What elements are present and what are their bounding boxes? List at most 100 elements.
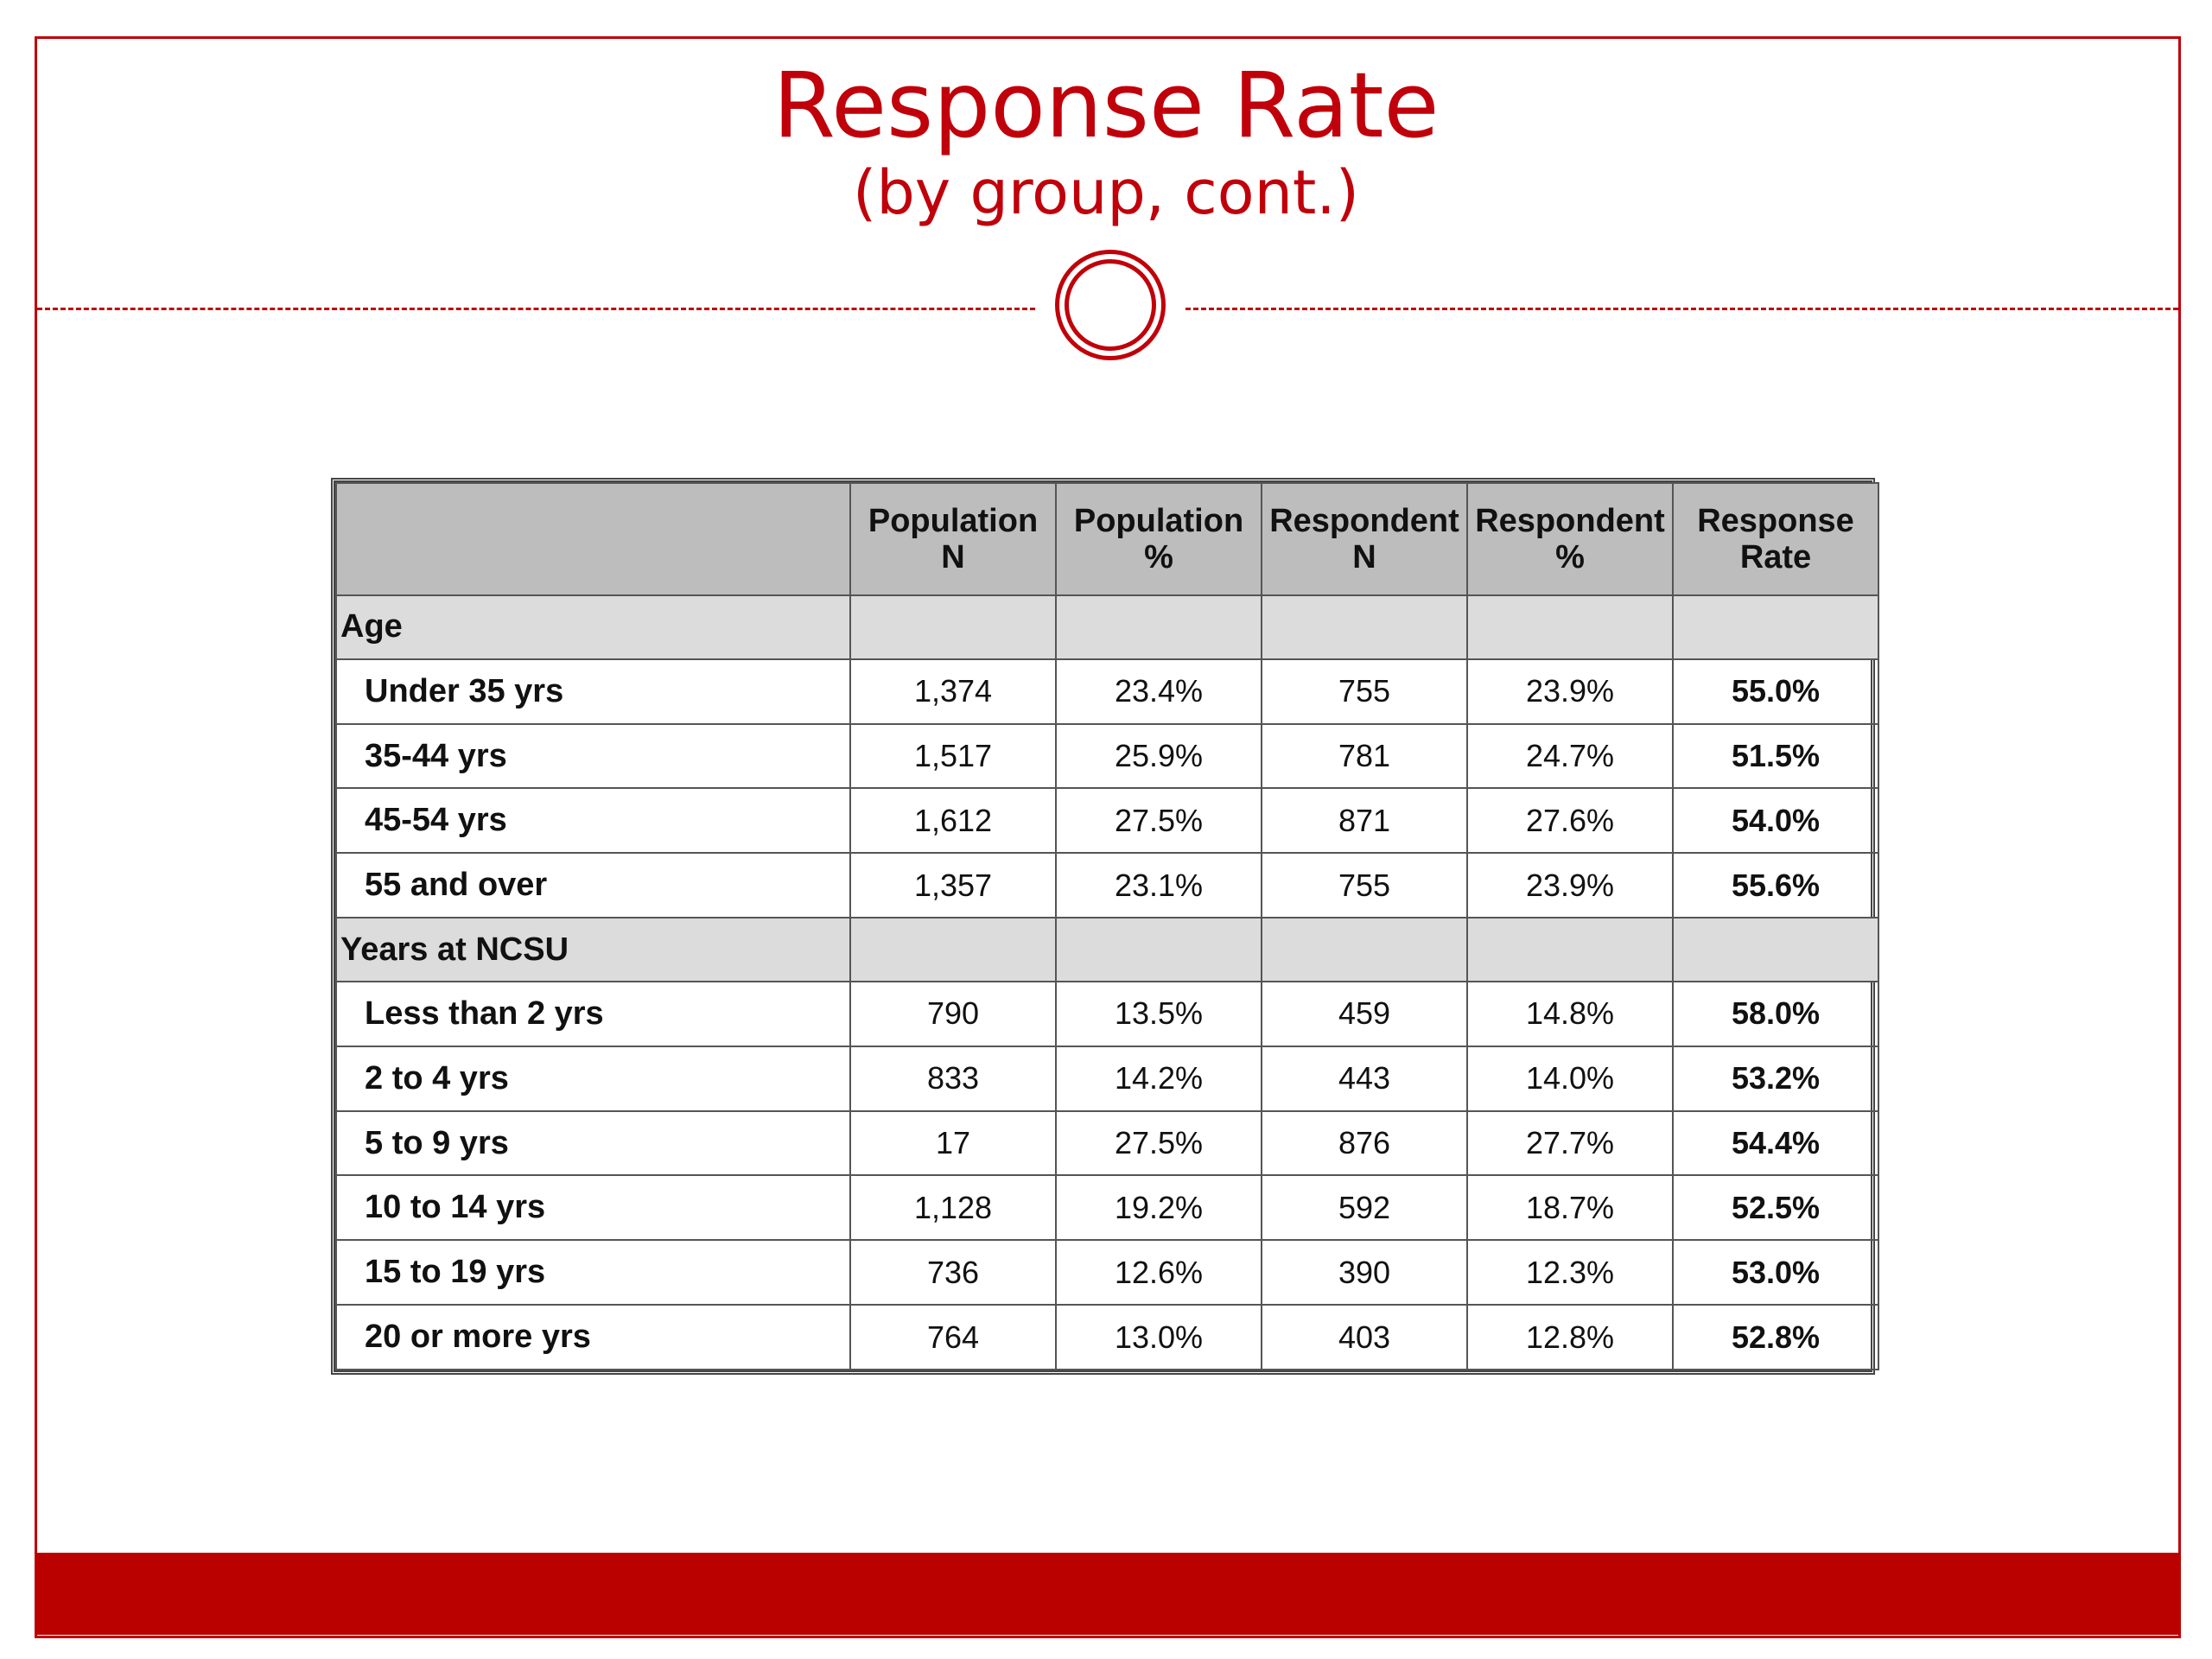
cell-pop-pct: 14.2% — [1055, 1045, 1262, 1112]
table-row: 55 and over 1,357 23.1% 755 23.9% 55.6% — [335, 852, 1879, 919]
cell-pop-n: 17 — [849, 1109, 1057, 1177]
cell-rate: 53.0% — [1672, 1239, 1879, 1306]
table-row: 5 to 9 yrs 17 27.5% 876 27.7% 54.4% — [335, 1109, 1879, 1177]
row-label: 15 to 19 yrs — [335, 1239, 851, 1306]
cell-resp-n: 459 — [1261, 980, 1468, 1047]
cell-rate: 58.0% — [1672, 980, 1879, 1047]
cell-resp-n: 403 — [1261, 1304, 1468, 1370]
header-cell-respondent-n: Respondent N — [1261, 482, 1468, 596]
table-row: 45-54 yrs 1,612 27.5% 871 27.6% 54.0% — [335, 787, 1879, 855]
header-line1: Response — [1697, 503, 1854, 539]
group-empty-cell — [1055, 917, 1262, 982]
row-label: Less than 2 yrs — [335, 980, 851, 1047]
table-row: 15 to 19 yrs 736 12.6% 390 12.3% 53.0% — [335, 1239, 1879, 1306]
cell-rate: 51.5% — [1672, 722, 1879, 790]
cell-rate: 54.0% — [1672, 787, 1879, 855]
cell-resp-n: 781 — [1261, 722, 1468, 790]
header-line1: Population — [868, 503, 1039, 539]
cell-resp-pct: 14.8% — [1466, 980, 1674, 1047]
cell-resp-pct: 12.8% — [1466, 1304, 1674, 1370]
table-body: Age Under 35 yrs 1,374 23.4% 755 23.9% 55.0% 35… — [335, 594, 1879, 1370]
cell-rate: 55.0% — [1672, 658, 1879, 725]
cell-rate: 54.4% — [1672, 1109, 1879, 1177]
cell-resp-n: 592 — [1261, 1174, 1468, 1242]
header-line2: N — [1352, 539, 1376, 575]
cell-resp-pct: 24.7% — [1466, 722, 1674, 790]
cell-pop-pct: 12.6% — [1055, 1239, 1262, 1306]
group-empty-cell — [1466, 917, 1674, 982]
cell-pop-pct: 13.0% — [1055, 1304, 1262, 1370]
cell-resp-pct: 27.6% — [1466, 787, 1674, 855]
row-label: Under 35 yrs — [335, 658, 851, 725]
header-line2: N — [941, 539, 965, 575]
cell-resp-n: 876 — [1261, 1109, 1468, 1177]
cell-resp-n: 390 — [1261, 1239, 1468, 1306]
cell-pop-pct: 27.5% — [1055, 787, 1262, 855]
header-line2: Rate — [1739, 539, 1812, 575]
cell-pop-n: 1,128 — [849, 1174, 1057, 1242]
cell-rate: 52.5% — [1672, 1174, 1879, 1242]
footer-bar — [35, 1553, 2181, 1635]
header-line1: Respondent — [1269, 503, 1459, 539]
cell-resp-pct: 27.7% — [1466, 1109, 1674, 1177]
group-empty-cell — [1466, 594, 1674, 660]
cell-pop-n: 736 — [849, 1239, 1057, 1306]
table-row: 20 or more yrs 764 13.0% 403 12.8% 52.8% — [335, 1304, 1879, 1370]
cell-rate: 55.6% — [1672, 852, 1879, 919]
cell-pop-pct: 19.2% — [1055, 1174, 1262, 1242]
cell-resp-n: 755 — [1261, 658, 1468, 725]
cell-rate: 52.8% — [1672, 1304, 1879, 1370]
header-cell-population-pct: Population % — [1055, 482, 1262, 596]
cell-resp-pct: 23.9% — [1466, 658, 1674, 725]
cell-pop-n: 1,357 — [849, 852, 1057, 919]
cell-pop-n: 764 — [849, 1304, 1057, 1370]
header-line1: Population — [1073, 503, 1244, 539]
cell-resp-pct: 14.0% — [1466, 1045, 1674, 1112]
group-empty-cell — [1261, 917, 1468, 982]
group-empty-cell — [849, 594, 1057, 660]
circle-ornament-icon — [1055, 250, 1166, 360]
group-row: Years at NCSU — [335, 917, 1879, 982]
header-cell-respondent-pct: Respondent % — [1466, 482, 1674, 596]
header-cell-population-n: Population N — [849, 482, 1057, 596]
dashed-divider-left — [37, 308, 1035, 310]
cell-pop-n: 1,612 — [849, 787, 1057, 855]
group-empty-cell — [1672, 594, 1879, 660]
cell-pop-pct: 25.9% — [1055, 722, 1262, 790]
table-row: 10 to 14 yrs 1,128 19.2% 592 18.7% 52.5% — [335, 1174, 1879, 1242]
group-row: Age — [335, 594, 1879, 660]
group-empty-cell — [849, 917, 1057, 982]
group-empty-cell — [1055, 594, 1262, 660]
cell-resp-n: 755 — [1261, 852, 1468, 919]
group-label: Age — [335, 594, 851, 660]
cell-pop-pct: 27.5% — [1055, 1109, 1262, 1177]
header-cell-label — [335, 482, 851, 596]
cell-pop-n: 790 — [849, 980, 1057, 1047]
cell-pop-n: 833 — [849, 1045, 1057, 1112]
cell-pop-n: 1,374 — [849, 658, 1057, 725]
cell-pop-pct: 13.5% — [1055, 980, 1262, 1047]
row-label: 10 to 14 yrs — [335, 1174, 851, 1242]
row-label: 2 to 4 yrs — [335, 1045, 851, 1112]
table-row: 2 to 4 yrs 833 14.2% 443 14.0% 53.2% — [335, 1045, 1879, 1112]
cell-pop-n: 1,517 — [849, 722, 1057, 790]
row-label: 45-54 yrs — [335, 787, 851, 855]
row-label: 55 and over — [335, 852, 851, 919]
row-label: 35-44 yrs — [335, 722, 851, 790]
table-row: Less than 2 yrs 790 13.5% 459 14.8% 58.0% — [335, 980, 1879, 1047]
row-label: 5 to 9 yrs — [335, 1109, 851, 1177]
slide-title: Response Rate — [772, 53, 1440, 158]
header-line1: Respondent — [1475, 503, 1665, 539]
header-line2: % — [1144, 539, 1173, 575]
table-header-row: Population N Population % Respondent N R… — [335, 482, 1879, 596]
response-rate-table: Population N Population % Respondent N R… — [331, 478, 1879, 1375]
slide-frame — [35, 36, 2181, 1638]
cell-resp-pct: 23.9% — [1466, 852, 1674, 919]
cell-resp-n: 871 — [1261, 787, 1468, 855]
group-label: Years at NCSU — [335, 917, 851, 982]
dashed-divider-right — [1185, 308, 2178, 310]
cell-resp-pct: 12.3% — [1466, 1239, 1674, 1306]
group-empty-cell — [1672, 917, 1879, 982]
table-row: 35-44 yrs 1,517 25.9% 781 24.7% 51.5% — [335, 722, 1879, 790]
header-line2: % — [1555, 539, 1585, 575]
